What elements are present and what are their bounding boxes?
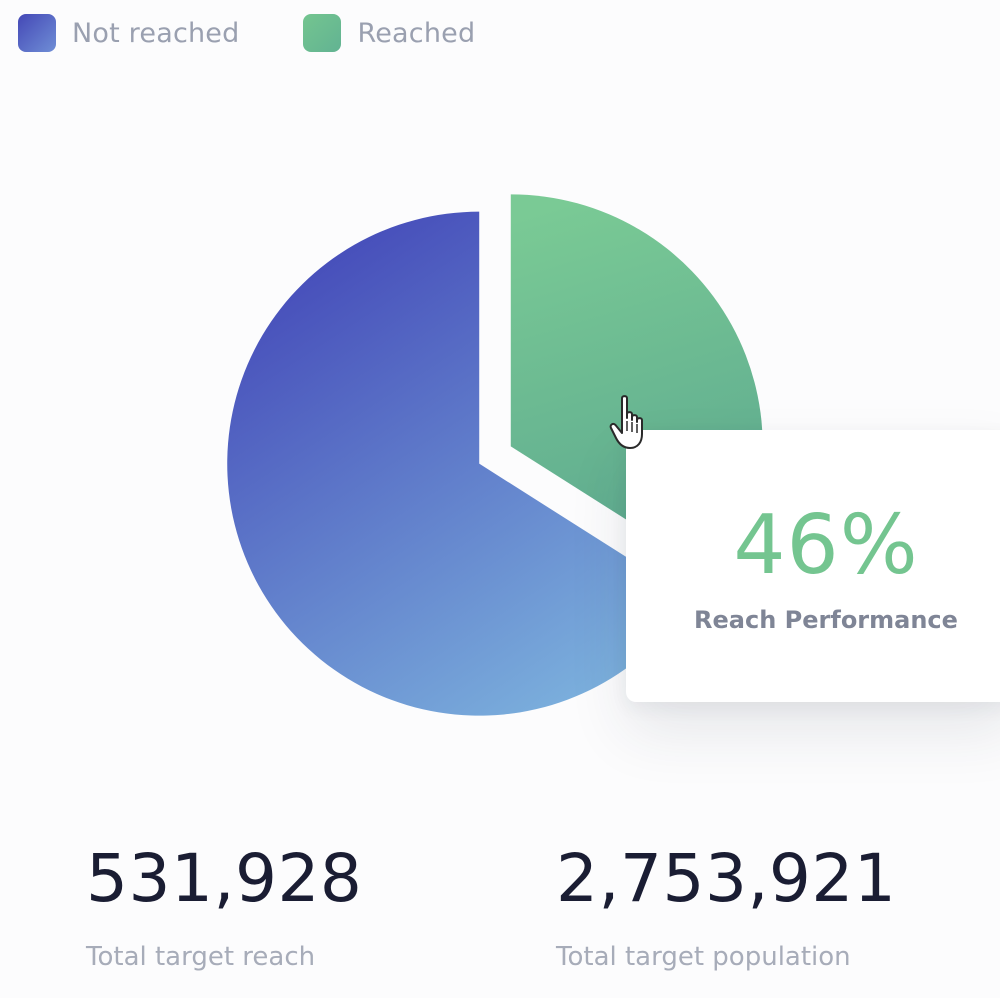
legend-swatch-reached [303,14,342,52]
stat-population-value: 2,753,921 [556,840,897,917]
legend-item-reached[interactable]: Reached [303,14,475,52]
hand-pointer-icon [609,395,643,449]
stat-reach-value: 531,928 [86,840,363,917]
chart-legend: Not reached Reached [18,14,539,52]
stat-total-target-reach: 531,928 Total target reach [86,840,363,973]
stat-total-target-population: 2,753,921 Total target population [556,840,897,973]
legend-label-reached: Reached [357,17,476,49]
stat-population-label: Total target population [556,942,851,972]
reach-performance-tooltip: 46% Reach Performance [626,430,1000,702]
pie-slice-not-reached[interactable] [227,211,692,716]
stat-reach-label: Total target reach [86,942,316,972]
reach-performance-value: 46% [733,498,919,593]
reach-performance-label: Reach Performance [694,606,958,634]
legend-swatch-not-reached [18,14,56,52]
legend-item-not-reached[interactable]: Not reached [18,14,239,52]
legend-label-not-reached: Not reached [72,17,240,49]
